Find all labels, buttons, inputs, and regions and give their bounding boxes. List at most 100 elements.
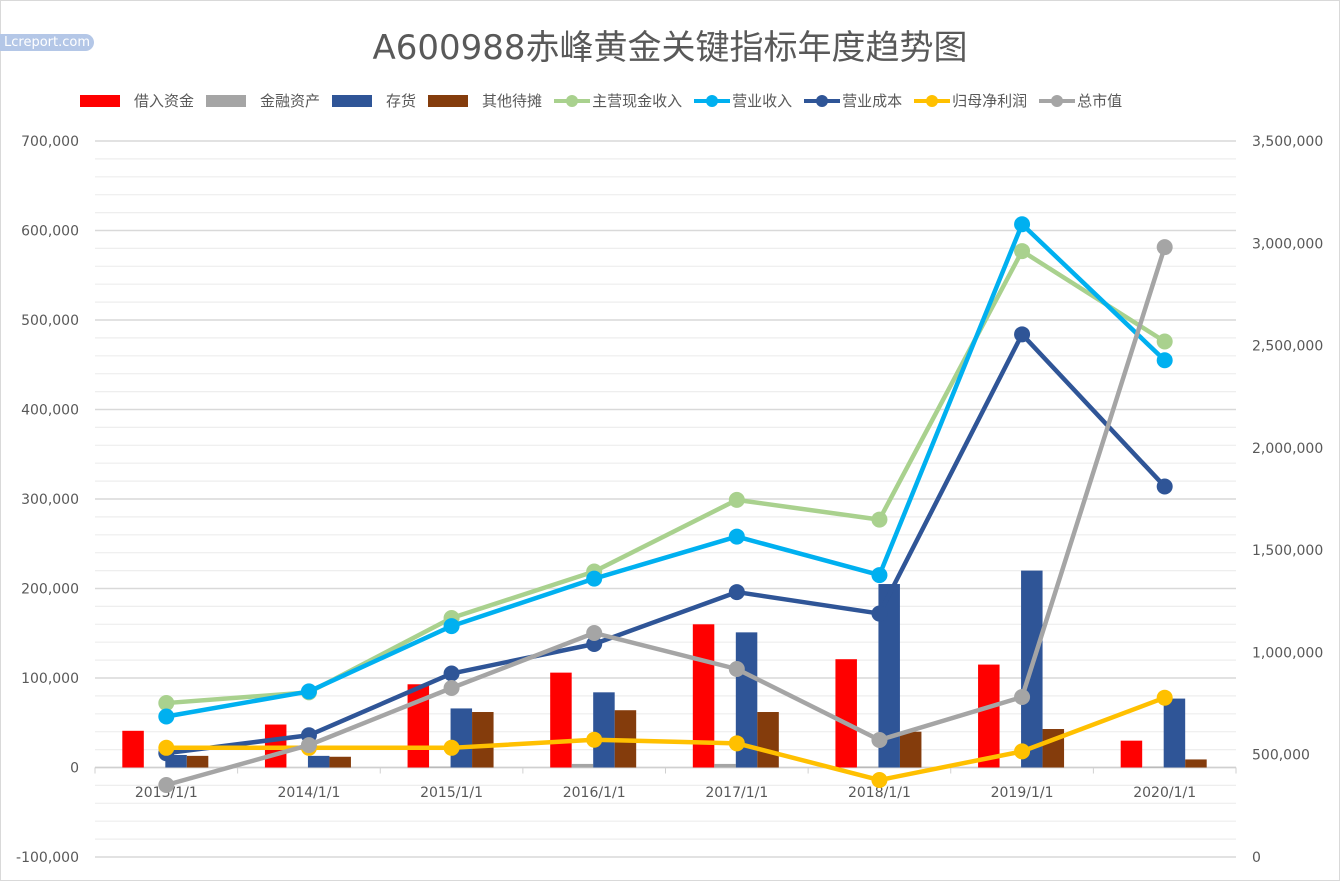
legend-line-marker — [914, 94, 951, 107]
left-axis-tick: 700,000 — [21, 134, 79, 150]
series-point-3 — [443, 739, 460, 756]
right-axis-tick: 2,000,000 — [1252, 441, 1323, 457]
series-point-4 — [871, 731, 888, 748]
legend-label: 营业收入 — [732, 92, 793, 110]
series-line-1 — [165, 221, 1167, 719]
bar-0 — [978, 664, 1000, 768]
right-axis-tick: 3,000,000 — [1252, 236, 1323, 252]
bar-3 — [186, 755, 209, 768]
series-point-2 — [1014, 326, 1031, 343]
series-point-0 — [1014, 243, 1031, 260]
series-point-4 — [443, 680, 460, 697]
series-point-1 — [728, 528, 745, 545]
bar-2 — [1163, 698, 1186, 768]
legend-item: 借入资金 — [80, 90, 194, 111]
legend-item: 主营现金收入 — [554, 90, 682, 111]
x-axis-label: 2020/1/1 — [1133, 785, 1196, 801]
legend-line-marker — [804, 94, 841, 107]
series-line-4 — [165, 246, 1167, 788]
chart-title: A600988赤峰黄金关键指标年度趋势图 — [372, 28, 968, 68]
bar-1 — [714, 763, 736, 768]
legend-label: 营业成本 — [842, 92, 903, 110]
left-axis-tick: -100,000 — [16, 850, 79, 866]
bar-3 — [899, 731, 922, 768]
legend-item: 营业成本 — [804, 90, 902, 111]
series-line-0 — [166, 248, 1166, 706]
bar-2 — [450, 708, 473, 768]
watermark: Lcreport.com — [0, 34, 94, 51]
series-point-2 — [871, 605, 888, 622]
series-point-4 — [300, 737, 317, 754]
legend-label: 其他待摊 — [482, 92, 543, 110]
legend-item: 存货 — [332, 90, 416, 111]
bar-3 — [1185, 759, 1207, 768]
bar-2 — [878, 584, 900, 768]
legend-line-marker — [694, 94, 731, 107]
right-axis-tick: 1,000,000 — [1252, 645, 1323, 661]
legend-label: 存货 — [386, 92, 417, 110]
legend-swatch — [332, 94, 373, 107]
series-point-3 — [1014, 743, 1031, 760]
legend-label: 金融资产 — [260, 92, 321, 110]
legend-item: 总市值 — [1039, 90, 1122, 111]
series-point-1 — [586, 570, 603, 587]
x-axis-label: 2018/1/1 — [848, 785, 911, 801]
x-axis-label: 2015/1/1 — [420, 785, 483, 801]
series-point-4 — [1014, 689, 1031, 706]
bar-3 — [472, 712, 494, 768]
right-axis-tick: 2,500,000 — [1252, 339, 1323, 355]
x-axis-label: 2013/1/1 — [135, 785, 198, 801]
left-axis-tick: 0 — [70, 761, 79, 777]
bar-2 — [593, 692, 615, 768]
series-point-4 — [158, 776, 175, 793]
series-point-1 — [871, 567, 888, 584]
series-point-2 — [728, 584, 745, 601]
series-point-1 — [1014, 216, 1031, 233]
series-point-3 — [586, 731, 603, 748]
series-point-1 — [158, 708, 175, 725]
bar-0 — [122, 730, 144, 768]
left-axis-tick: 100,000 — [21, 671, 79, 687]
series-point-0 — [158, 695, 175, 712]
series-point-3 — [158, 739, 175, 756]
bar-1 — [999, 766, 1022, 768]
bar-3 — [757, 712, 779, 768]
legend: 借入资金 金融资产 存货 其他待摊 主营现金收入 营业收入 营业成本 归母净利润 总市值 — [80, 90, 1134, 111]
bar-2 — [307, 755, 330, 768]
x-axis-label: 2017/1/1 — [705, 785, 768, 801]
legend-item: 归母净利润 — [914, 90, 1027, 111]
series-point-4 — [586, 624, 603, 641]
legend-line-marker — [554, 94, 591, 107]
left-axis-tick: 300,000 — [21, 492, 79, 508]
right-axis-tick: 0 — [1252, 850, 1261, 866]
legend-swatch — [206, 94, 247, 107]
bar-0 — [835, 659, 857, 768]
series-point-0 — [1156, 333, 1173, 350]
legend-item: 其他待摊 — [428, 90, 542, 111]
bar-3 — [329, 756, 351, 768]
right-axis-tick: 3,500,000 — [1252, 134, 1323, 150]
bar-0 — [1120, 740, 1143, 768]
x-axis-label: 2016/1/1 — [563, 785, 626, 801]
series-point-4 — [728, 660, 745, 677]
series-point-3 — [1156, 689, 1173, 706]
bar-1 — [571, 763, 594, 768]
series-point-1 — [443, 618, 460, 635]
legend-label: 总市值 — [1077, 92, 1123, 110]
bar-1 — [1142, 766, 1164, 768]
x-axis-label: 2014/1/1 — [277, 785, 340, 801]
left-axis-tick: 600,000 — [21, 224, 79, 240]
legend-swatch — [428, 94, 469, 107]
legend-item: 营业收入 — [694, 90, 792, 111]
right-axis-tick: 500,000 — [1252, 748, 1310, 764]
series-point-1 — [300, 683, 317, 700]
series-point-1 — [1156, 352, 1173, 369]
series-line-2 — [166, 332, 1167, 756]
series-line-3 — [166, 695, 1166, 783]
series-point-2 — [443, 665, 460, 682]
left-axis-tick: 400,000 — [21, 403, 79, 419]
bar-0 — [692, 624, 715, 768]
legend-label: 借入资金 — [134, 92, 195, 110]
legend-line-marker — [1039, 94, 1076, 107]
